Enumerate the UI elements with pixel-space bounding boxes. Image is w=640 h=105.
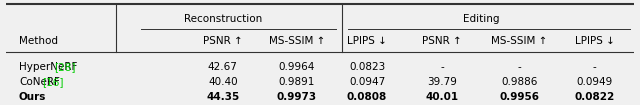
Text: Method: Method bbox=[19, 36, 58, 46]
Text: LPIPS ↓: LPIPS ↓ bbox=[347, 36, 387, 46]
Text: 40.01: 40.01 bbox=[426, 92, 459, 102]
Text: -: - bbox=[440, 62, 444, 72]
Text: 0.0808: 0.0808 bbox=[347, 92, 387, 102]
Text: MS-SSIM ↑: MS-SSIM ↑ bbox=[492, 36, 548, 46]
Text: 0.0947: 0.0947 bbox=[349, 77, 385, 87]
Text: 44.35: 44.35 bbox=[206, 92, 239, 102]
Text: [28]: [28] bbox=[54, 62, 76, 72]
Text: 39.79: 39.79 bbox=[428, 77, 457, 87]
Text: 0.0823: 0.0823 bbox=[349, 62, 385, 72]
Text: -: - bbox=[593, 62, 596, 72]
Text: PSNR ↑: PSNR ↑ bbox=[203, 36, 243, 46]
Text: 0.9891: 0.9891 bbox=[278, 77, 315, 87]
Text: [16]: [16] bbox=[42, 77, 64, 87]
Text: 40.40: 40.40 bbox=[208, 77, 237, 87]
Text: 0.9956: 0.9956 bbox=[499, 92, 540, 102]
Text: Ours: Ours bbox=[19, 92, 46, 102]
Text: 0.0822: 0.0822 bbox=[575, 92, 615, 102]
Text: 0.9964: 0.9964 bbox=[278, 62, 315, 72]
Text: Editing: Editing bbox=[463, 14, 499, 24]
Text: 0.0949: 0.0949 bbox=[577, 77, 613, 87]
Text: 0.9973: 0.9973 bbox=[276, 92, 317, 102]
Text: Reconstruction: Reconstruction bbox=[184, 14, 262, 24]
Text: 42.67: 42.67 bbox=[208, 62, 237, 72]
Text: -: - bbox=[518, 62, 522, 72]
Text: LPIPS ↓: LPIPS ↓ bbox=[575, 36, 614, 46]
Text: MS-SSIM ↑: MS-SSIM ↑ bbox=[269, 36, 325, 46]
Text: HyperNeRF: HyperNeRF bbox=[19, 62, 77, 72]
Text: CoNeRF: CoNeRF bbox=[19, 77, 60, 87]
Text: PSNR ↑: PSNR ↑ bbox=[422, 36, 462, 46]
Text: 0.9886: 0.9886 bbox=[501, 77, 538, 87]
